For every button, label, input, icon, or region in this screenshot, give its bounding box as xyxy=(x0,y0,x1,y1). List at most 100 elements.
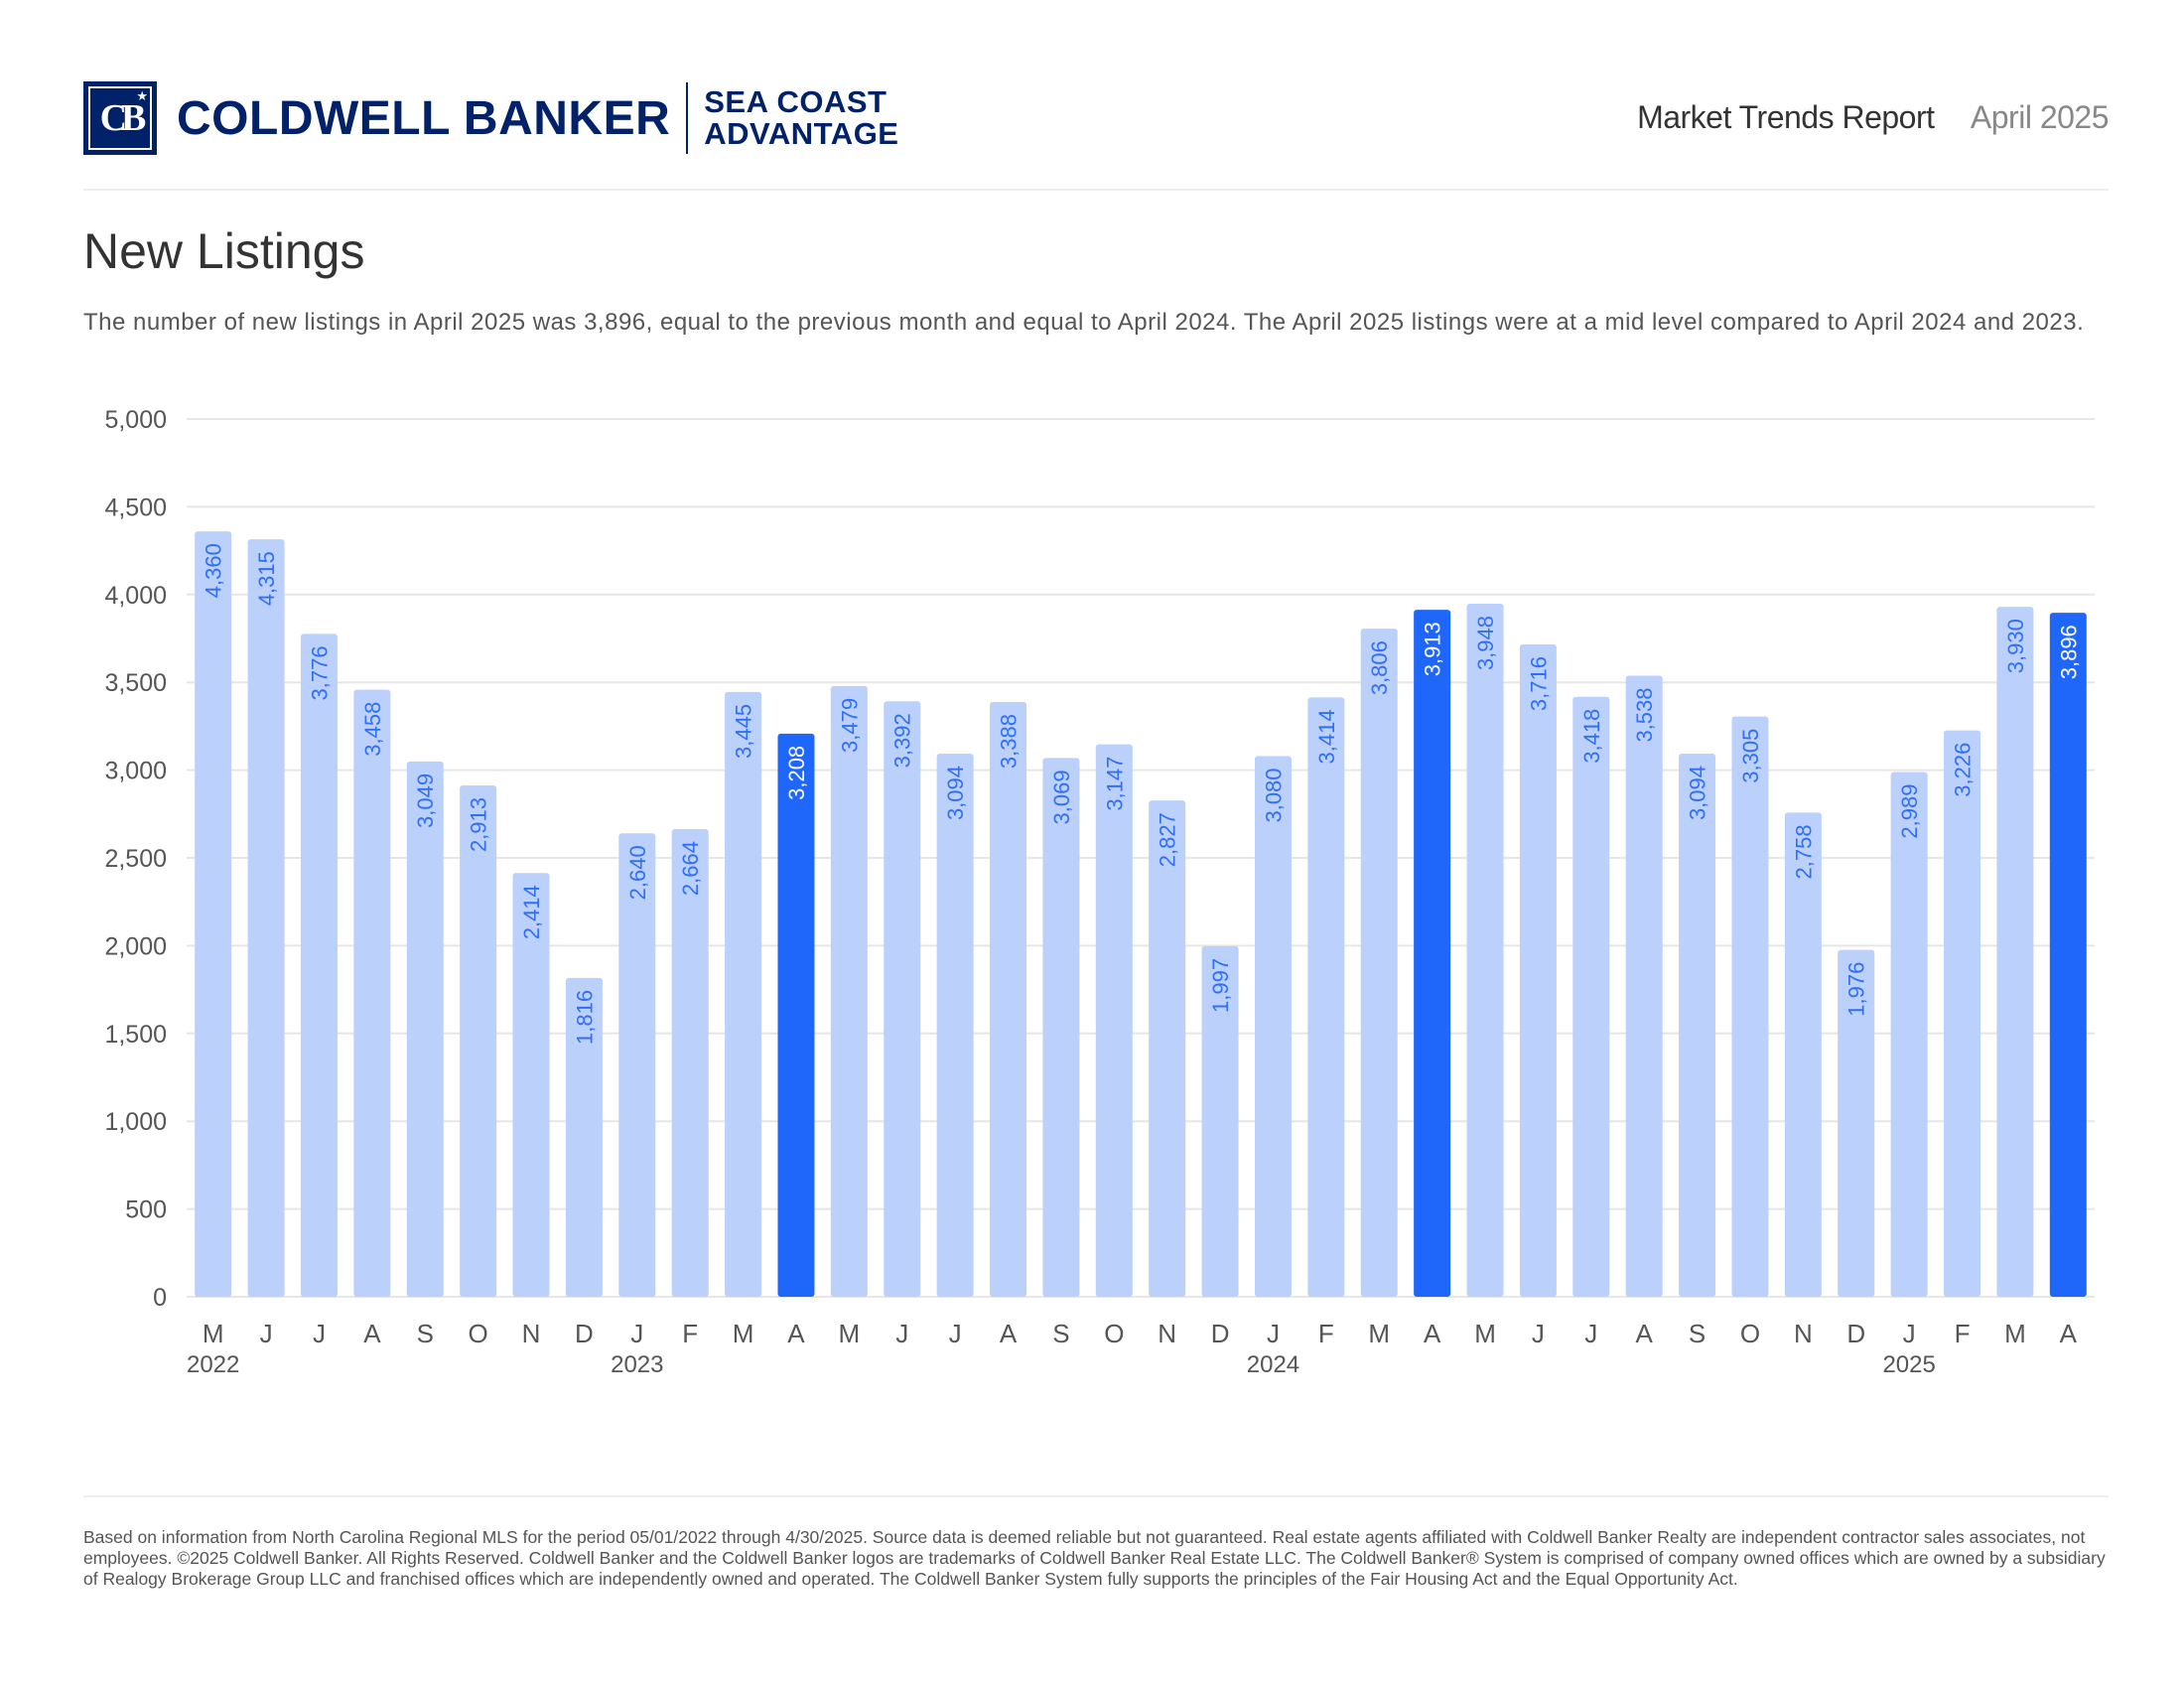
bar xyxy=(1414,610,1451,1297)
x-tick-label: O xyxy=(1104,1319,1124,1348)
bar xyxy=(1838,949,1875,1297)
bar xyxy=(1625,675,1663,1297)
bar-value-label: 3,226 xyxy=(1951,743,1976,797)
bar-value-label: 1,997 xyxy=(1208,958,1233,1013)
bar xyxy=(1679,753,1716,1297)
bar-value-label: 3,445 xyxy=(732,704,756,759)
bar xyxy=(1519,644,1557,1297)
report-info: Market Trends Report April 2025 xyxy=(1637,99,2109,136)
section-summary: The number of new listings in April 2025… xyxy=(83,309,2085,336)
bar xyxy=(1572,696,1610,1297)
x-tick-label: A xyxy=(787,1319,805,1348)
bar xyxy=(195,531,232,1297)
bar-value-label: 3,049 xyxy=(413,774,438,828)
x-tick-label: J xyxy=(1584,1319,1597,1348)
star-icon: ★ xyxy=(136,88,148,103)
bar xyxy=(618,833,656,1297)
x-tick-label: A xyxy=(2060,1319,2078,1348)
x-tick-label: S xyxy=(1689,1319,1706,1348)
x-tick-label: M xyxy=(2004,1319,2026,1348)
x-tick-label: A xyxy=(363,1319,381,1348)
bar-value-label: 3,418 xyxy=(1579,709,1604,764)
y-tick-label: 2,500 xyxy=(104,845,167,873)
bar xyxy=(565,977,603,1297)
x-tick-label: J xyxy=(895,1319,908,1348)
x-tick-label: S xyxy=(1052,1319,1069,1348)
bar xyxy=(830,685,868,1297)
bar xyxy=(884,701,921,1297)
bar xyxy=(1360,629,1398,1297)
report-date: April 2025 xyxy=(1970,99,2110,135)
x-year-label: 2024 xyxy=(1247,1351,1299,1378)
bar-value-label: 2,414 xyxy=(519,885,544,939)
y-tick-label: 0 xyxy=(153,1284,167,1312)
sub-brand-line1: SEA COAST xyxy=(704,84,887,119)
bar xyxy=(512,873,550,1297)
bar-value-label: 2,640 xyxy=(625,845,650,900)
footer-divider xyxy=(83,1495,2109,1497)
bar-value-label: 2,664 xyxy=(678,841,703,896)
x-tick-label: A xyxy=(1424,1319,1441,1348)
bar xyxy=(990,702,1027,1297)
bar xyxy=(1996,607,2034,1297)
report-header: CB ★ COLDWELL BANKER SEA COAST ADVANTAGE… xyxy=(83,81,2110,161)
bar-value-label: 3,948 xyxy=(1473,616,1498,670)
bar-value-label: 3,716 xyxy=(1526,656,1551,711)
x-tick-label: J xyxy=(1267,1319,1280,1348)
x-tick-label: F xyxy=(682,1319,698,1348)
bar-value-label: 4,315 xyxy=(254,551,279,606)
x-year-label: 2022 xyxy=(187,1351,239,1378)
bar-value-label: 3,414 xyxy=(1314,709,1339,764)
x-tick-label: J xyxy=(1532,1319,1545,1348)
bar-value-label: 3,806 xyxy=(1367,640,1392,695)
x-tick-label: N xyxy=(1794,1319,1813,1348)
brand-logo[interactable]: CB ★ COLDWELL BANKER SEA COAST ADVANTAGE xyxy=(83,81,899,155)
bar-value-label: 1,976 xyxy=(1844,962,1869,1017)
x-tick-label: D xyxy=(1846,1319,1865,1348)
bar xyxy=(936,753,974,1297)
x-tick-label: J xyxy=(313,1319,326,1348)
x-tick-label: A xyxy=(1636,1319,1654,1348)
y-tick-label: 5,000 xyxy=(104,406,167,434)
bar xyxy=(353,689,391,1297)
header-divider xyxy=(83,189,2109,191)
bar xyxy=(460,784,497,1297)
x-tick-label: M xyxy=(839,1319,861,1348)
bar-value-label: 3,388 xyxy=(997,714,1022,769)
x-tick-label: O xyxy=(1740,1319,1760,1348)
x-tick-label: A xyxy=(1000,1319,1018,1348)
x-tick-label: M xyxy=(1474,1319,1496,1348)
bar-value-label: 3,458 xyxy=(360,702,385,757)
bar-value-label: 3,776 xyxy=(307,645,332,700)
x-tick-label: F xyxy=(1955,1319,1971,1348)
bar-value-label: 3,479 xyxy=(837,698,862,753)
bar xyxy=(1042,758,1080,1297)
bar xyxy=(1466,603,1504,1297)
x-tick-label: S xyxy=(417,1319,434,1348)
bar-value-label: 4,360 xyxy=(202,543,226,598)
bar xyxy=(1254,756,1292,1297)
section-title: New Listings xyxy=(83,223,365,279)
bar-value-label: 2,913 xyxy=(467,797,491,852)
bar-value-label: 3,080 xyxy=(1261,768,1286,822)
x-tick-label: N xyxy=(1158,1319,1176,1348)
bar-value-label: 3,147 xyxy=(1102,757,1127,811)
bar-value-label: 3,305 xyxy=(1738,729,1763,783)
y-tick-label: 3,000 xyxy=(104,758,167,785)
x-tick-label: J xyxy=(260,1319,273,1348)
x-tick-label: O xyxy=(469,1319,488,1348)
x-tick-label: F xyxy=(1318,1319,1334,1348)
bar xyxy=(1095,744,1133,1297)
bar-value-label: 2,827 xyxy=(1156,812,1180,867)
y-tick-label: 2,000 xyxy=(104,932,167,960)
y-tick-label: 1,500 xyxy=(104,1021,167,1049)
bar xyxy=(2049,613,2087,1297)
bar-value-label: 1,816 xyxy=(572,990,597,1045)
y-tick-label: 1,000 xyxy=(104,1108,167,1136)
bar-value-label: 3,913 xyxy=(1421,622,1445,676)
bar xyxy=(1944,730,1981,1297)
bar-value-label: 3,069 xyxy=(1049,770,1074,824)
footer-disclaimer: Based on information from North Carolina… xyxy=(83,1527,2106,1589)
bar xyxy=(1890,772,1928,1297)
bar-value-label: 2,989 xyxy=(1897,784,1922,839)
